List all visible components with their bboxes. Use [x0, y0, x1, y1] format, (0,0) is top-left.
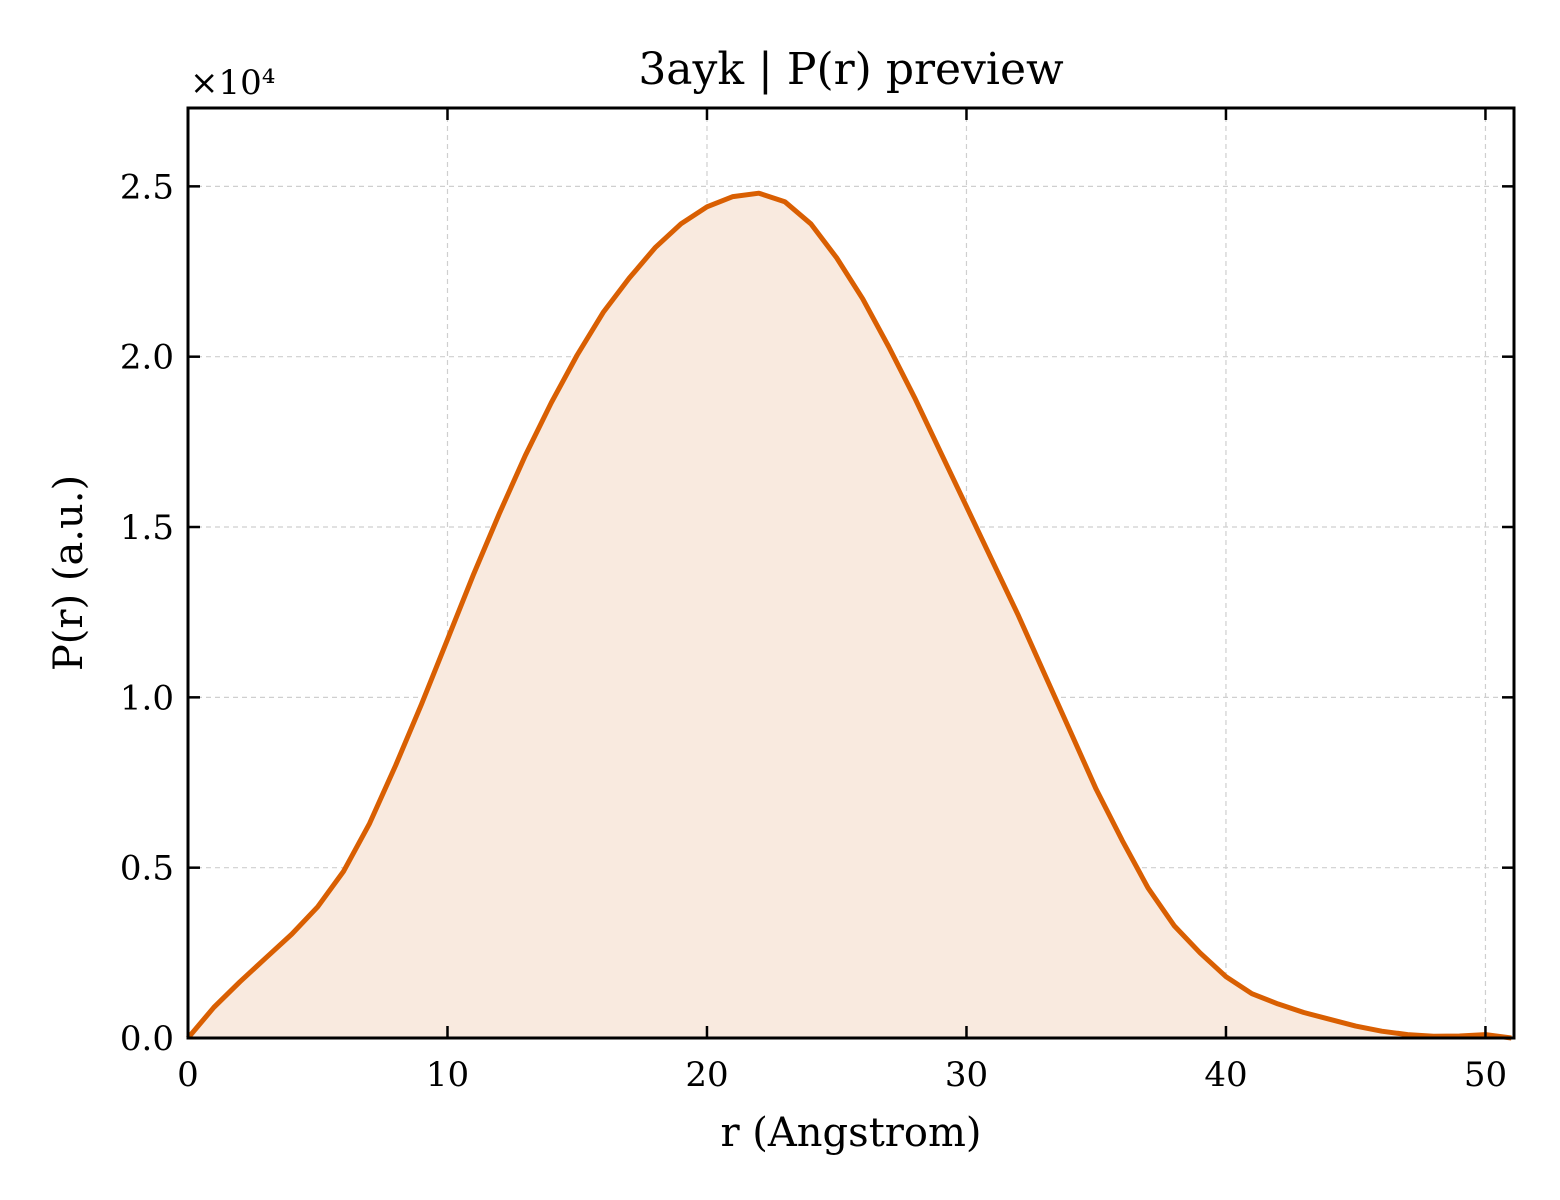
- pr-curve-line: [186, 190, 1512, 1041]
- y-axis-offset-label: ×10⁴: [190, 63, 275, 103]
- y-tick-label-4: 2.0: [120, 338, 174, 378]
- x-tick-label-1: 10: [426, 1055, 469, 1095]
- x-axis-label: r (Angstrom): [720, 1110, 981, 1156]
- y-tick-label-0: 0.0: [120, 1019, 174, 1059]
- axis-ticks: 0 10 20 30 40 50 0.0 0.5 1.0 1.5 2.0 2.5: [120, 108, 1514, 1095]
- y-tick-label-2: 1.0: [120, 678, 174, 718]
- y-axis-label: P(r) (a.u.): [46, 475, 92, 671]
- pr-area-fill: [188, 193, 1512, 1038]
- chart-title: 3ayk | P(r) preview: [638, 44, 1064, 95]
- y-tick-label-5: 2.5: [120, 167, 174, 207]
- y-tick-label-3: 1.5: [120, 508, 174, 548]
- x-tick-label-5: 50: [1464, 1055, 1507, 1095]
- x-tick-label-4: 40: [1204, 1055, 1247, 1095]
- y-tick-label-1: 0.5: [120, 849, 174, 889]
- x-tick-label-2: 20: [685, 1055, 728, 1095]
- x-tick-label-3: 30: [945, 1055, 988, 1095]
- x-tick-label-0: 0: [177, 1055, 199, 1095]
- plot-frame: [186, 106, 1516, 1040]
